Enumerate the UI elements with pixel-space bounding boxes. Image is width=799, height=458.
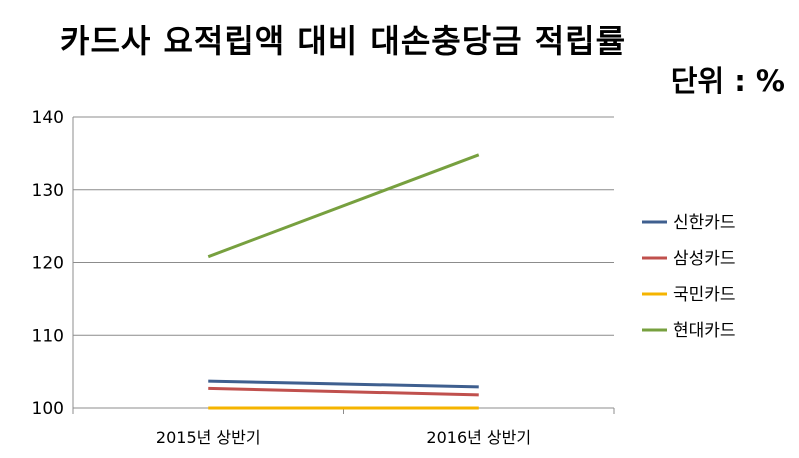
y-tick-label: 120	[32, 254, 64, 274]
y-tick-label: 140	[32, 108, 64, 128]
legend-label: 삼성카드	[673, 249, 736, 269]
legend-label: 신한카드	[673, 213, 736, 233]
x-tick-label: 2016년 상반기	[426, 428, 531, 447]
x-tick-label: 2015년 상반기	[156, 428, 261, 447]
legend-label: 국민카드	[673, 285, 736, 305]
series-line	[208, 379, 479, 389]
y-tick-label: 110	[32, 326, 64, 346]
series-line	[207, 153, 480, 259]
y-tick-label: 130	[32, 181, 64, 201]
legend-label: 현대카드	[673, 321, 736, 341]
series-line	[208, 386, 479, 397]
y-tick-label: 100	[32, 399, 64, 419]
unit-label: 단위 : %	[670, 64, 785, 98]
chart-title: 카드사 요적립액 대비 대손충당금 적립률	[60, 22, 627, 60]
